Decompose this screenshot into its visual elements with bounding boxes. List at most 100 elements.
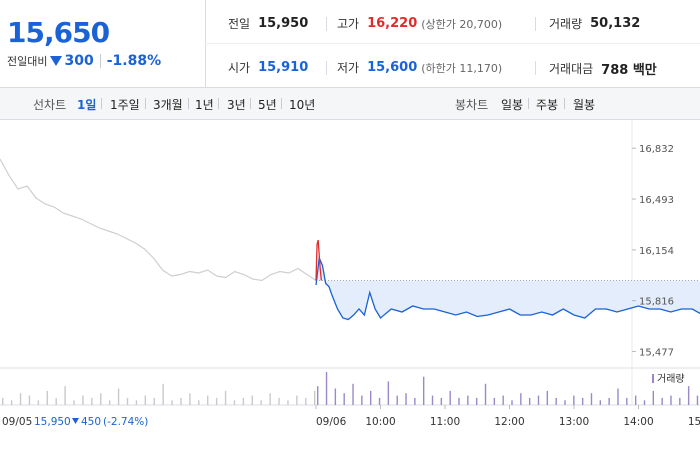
down-arrow-icon: [50, 56, 63, 66]
volume-bar: [198, 400, 200, 405]
volume-bar: [91, 397, 93, 405]
volume-bar: [73, 400, 75, 405]
divider: [250, 98, 251, 109]
x-tick-label: 13:00: [559, 416, 589, 428]
volume-bar: [46, 390, 48, 405]
volume-bar: [361, 395, 363, 405]
series-previous-day: [0, 158, 317, 282]
volume-bar: [82, 395, 84, 405]
y-tick-label: 16,832: [639, 144, 674, 155]
y-tick-label: 15,477: [639, 347, 674, 358]
price-summary: 15,650 전일대비 300 -1.88%: [0, 0, 206, 87]
volume-bar: [144, 395, 147, 405]
candle-daily[interactable]: 일봉: [501, 98, 524, 112]
stat-open: 시가 15,910: [228, 59, 308, 76]
volume-bar: [652, 390, 655, 405]
volume-bar: [117, 388, 120, 405]
volume-bar: [305, 397, 307, 405]
volume-bar: [440, 397, 443, 405]
volume-bar: [269, 393, 271, 405]
period-10y[interactable]: 10년: [289, 98, 316, 112]
price-header: 15,650 전일대비 300 -1.88% 전일 15,950 고가 16,2…: [0, 0, 700, 88]
candle-monthly[interactable]: 월봉: [573, 98, 596, 112]
period-5y[interactable]: 5년: [258, 98, 277, 112]
candle-weekly[interactable]: 주봉: [536, 98, 559, 112]
divider: [535, 61, 536, 75]
volume-bar: [287, 400, 289, 405]
volume-bar: [449, 390, 451, 405]
line-chart-label: 선차트: [33, 98, 67, 112]
volume-bar: [546, 390, 549, 405]
volume-bar: [108, 400, 111, 405]
volume-bar: [475, 397, 478, 405]
volume-bar: [64, 386, 66, 405]
candle-chart-label: 봉차트: [455, 98, 489, 112]
stat-value: 15,950: [258, 16, 309, 31]
period-1y[interactable]: 1년: [195, 98, 214, 112]
stat-volume: 거래량 50,132: [549, 15, 640, 32]
current-price: 15,650: [7, 16, 110, 49]
volume-bar: [37, 400, 40, 405]
period-1d[interactable]: 1일: [77, 98, 97, 112]
volume-bar: [207, 395, 209, 405]
volume-bar: [369, 390, 372, 405]
period-1w[interactable]: 1주일: [110, 98, 140, 112]
x-tick-label: 11:00: [430, 416, 460, 428]
stat-label: 저가: [337, 61, 360, 75]
stat-value: 50,132: [590, 16, 641, 31]
volume-bar: [126, 397, 129, 405]
volume-bar: [643, 400, 646, 405]
volume-bar: [687, 386, 690, 405]
volume-bar: [458, 397, 460, 405]
volume-legend-swatch: [652, 374, 654, 383]
divider: [564, 98, 565, 109]
volume-bar: [564, 400, 566, 405]
stat-sub: (상한가 20,700): [421, 17, 503, 31]
divider: [101, 98, 102, 109]
volume-bar: [387, 381, 390, 405]
volume-bar: [467, 395, 469, 405]
stat-value: 788 백만: [601, 63, 657, 78]
down-arrow-icon: [72, 418, 79, 424]
y-tick-label: 16,493: [639, 195, 674, 206]
stat-label: 거래대금: [549, 62, 594, 76]
volume-bar: [343, 393, 345, 405]
divider: [205, 43, 700, 44]
prev-day-change-percent: (-2.74%): [103, 416, 148, 428]
volume-bar: [617, 388, 619, 405]
stat-label: 고가: [337, 17, 360, 31]
volume-bar: [352, 383, 354, 405]
volume-bar: [422, 376, 425, 405]
volume-bar: [215, 397, 218, 405]
volume-bar: [334, 388, 337, 405]
chart-svg: 16,832 16,493 16,154 15,816 15,477 거래량 09/06 10…: [0, 120, 700, 428]
stat-prev-close: 전일 15,950: [228, 15, 308, 32]
volume-bar: [405, 393, 407, 405]
volume-bar: [590, 393, 593, 405]
today-area-fill: [316, 258, 700, 320]
volume-bar: [378, 397, 381, 405]
volume-bar: [251, 395, 253, 405]
x-tick-label: 12:00: [494, 416, 524, 428]
volume-bar: [314, 390, 316, 405]
period-3y[interactable]: 3년: [227, 98, 246, 112]
stat-label: 시가: [228, 61, 251, 75]
volume-bar: [484, 383, 487, 405]
volume-bar: [135, 400, 138, 405]
volume-bar: [153, 397, 155, 405]
volume-bar: [396, 395, 398, 405]
volume-bar: [626, 397, 628, 405]
volume-bar: [278, 397, 280, 405]
volume-bar: [599, 400, 602, 405]
volume-bar: [493, 397, 496, 405]
volume-bar: [180, 397, 182, 405]
volume-bar: [431, 395, 434, 405]
volume-bar: [520, 393, 522, 405]
volume-legend-label: 거래량: [657, 373, 685, 385]
period-selector: 선차트 1일 1주일 3개월 1년 3년 5년 10년 봉차트 일봉 주봉 월봉: [0, 88, 700, 120]
period-3m[interactable]: 3개월: [153, 98, 183, 112]
volume-bar: [10, 400, 13, 405]
change-percent: -1.88%: [106, 53, 162, 69]
volume-bar: [414, 397, 416, 405]
